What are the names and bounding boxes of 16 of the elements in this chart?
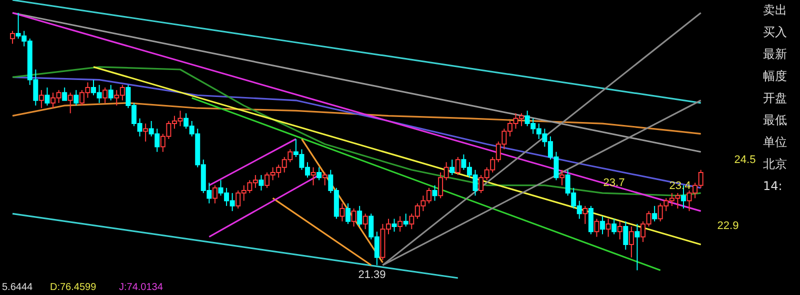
text: D:76.4599 (50, 282, 97, 293)
text: 买入 (763, 25, 787, 39)
text: 北京 (763, 157, 787, 171)
annotation: 21.39 (358, 269, 386, 281)
text: 24.5 (734, 154, 756, 166)
text: 22.9 (717, 220, 739, 232)
text: 开盘 (763, 91, 787, 105)
annotation: 23.7 (603, 177, 625, 189)
text: 5.6444 (2, 282, 34, 293)
text: 14: (763, 179, 782, 193)
text: 卖出 (763, 3, 787, 17)
text: 最低 (763, 113, 787, 127)
text: 单位 (763, 135, 787, 149)
text: 幅度 (763, 69, 787, 83)
text: 最新 (763, 47, 787, 61)
text: J:74.0134 (119, 282, 164, 293)
